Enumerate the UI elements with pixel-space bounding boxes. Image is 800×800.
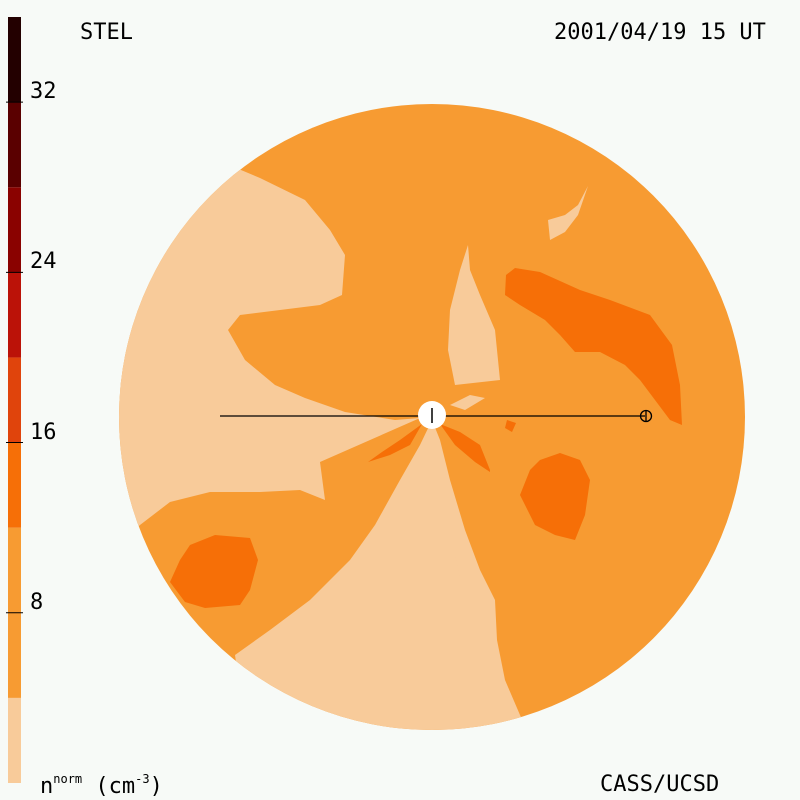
high-density-spot: [505, 420, 516, 432]
high-density-region-east: [520, 453, 590, 540]
colorbar-ticks: [6, 101, 23, 614]
low-density-region-edge: [120, 380, 135, 400]
low-density-sliver-north: [450, 395, 485, 410]
colorbar-unit-label: nnorm (cm-3): [40, 772, 163, 799]
colorbar-segment-0: [8, 697, 21, 783]
unit-base: n: [40, 774, 54, 799]
credit-label: CASS/UCSD: [600, 772, 720, 797]
colorbar-segment-2: [8, 442, 21, 528]
low-density-sliver: [455, 555, 460, 580]
colorbar-segment-4: [8, 272, 21, 358]
colorbar-tick-label-24: 24: [30, 249, 57, 275]
colorbar-segment-6: [8, 102, 21, 188]
density-contours: [119, 104, 682, 730]
colorbar-segment-3: [8, 357, 21, 443]
high-density-streamer-left: [368, 424, 422, 462]
low-density-region-south: [235, 420, 540, 730]
colorbar-segment-7: [8, 17, 21, 103]
colorbar-tick-label-8: 8: [30, 589, 44, 615]
unit-rest: (cm: [82, 774, 136, 799]
colorbar: [8, 17, 21, 783]
colorbar-tick-label-16: 16: [30, 419, 57, 445]
low-density-region-northeast-spike: [548, 186, 588, 240]
high-density-region-southwest: [170, 535, 258, 608]
colorbar-segment-5: [8, 187, 21, 273]
unit-exponent: -3: [135, 772, 150, 786]
unit-superscript: norm: [53, 772, 83, 786]
low-density-region-north-spike: [448, 245, 500, 385]
observatory-label: STEL: [80, 20, 133, 45]
unit-close: ): [149, 774, 163, 799]
colorbar-tick-label-32: 32: [30, 79, 57, 105]
high-density-region-northeast: [505, 268, 682, 425]
timestamp-label: 2001/04/19 15 UT: [554, 20, 766, 45]
high-density-streamer-right: [440, 424, 490, 472]
